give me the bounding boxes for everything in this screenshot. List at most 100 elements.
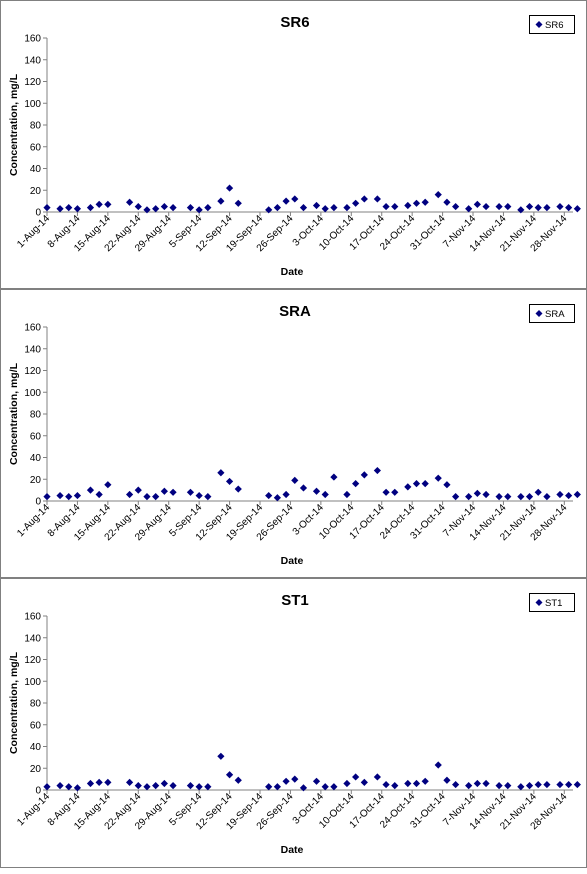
data-point — [565, 204, 573, 212]
data-point — [265, 491, 273, 500]
data-point — [443, 776, 451, 784]
y-tick-label: 60 — [30, 720, 42, 731]
data-point — [434, 191, 442, 199]
data-point — [291, 775, 299, 783]
data-point — [473, 779, 481, 788]
data-point — [382, 488, 390, 496]
data-point — [291, 476, 299, 484]
y-axis-label: Concentration, mg/L — [8, 651, 20, 754]
data-point — [291, 195, 299, 203]
data-point — [495, 202, 503, 211]
y-tick-label: 40 — [30, 742, 42, 753]
data-point — [330, 473, 338, 481]
data-point — [556, 202, 564, 211]
y-tick-label: 160 — [24, 612, 41, 623]
data-point — [217, 469, 225, 477]
data-point — [373, 466, 381, 475]
data-point — [517, 783, 525, 791]
data-point — [125, 198, 134, 206]
data-point — [573, 490, 581, 499]
chart-panel-sr6: SR6 0 20 40 60 80 100 120 140 160 Concentration, m… — [0, 0, 587, 289]
data-point — [73, 491, 82, 500]
data-point — [473, 200, 481, 208]
data-point — [225, 477, 234, 486]
data-point — [343, 490, 351, 499]
data-point — [525, 493, 534, 501]
y-tick-label: 40 — [30, 453, 42, 464]
data-point — [152, 493, 160, 501]
data-point — [86, 204, 95, 212]
y-tick-label: 60 — [30, 431, 42, 442]
data-point — [312, 487, 321, 495]
data-point — [234, 485, 242, 493]
data-point — [225, 184, 234, 192]
data-point — [565, 780, 573, 789]
data-point — [473, 489, 481, 497]
data-point — [556, 490, 564, 499]
legend-box — [529, 304, 575, 323]
data-point — [95, 200, 103, 208]
data-point — [525, 202, 534, 211]
y-tick-label: 120 — [24, 77, 41, 88]
x-axis-label: Date — [281, 844, 304, 856]
data-point — [543, 204, 551, 212]
data-point — [452, 780, 460, 789]
y-tick-label: 160 — [24, 34, 41, 45]
data-point — [534, 204, 542, 212]
data-point — [504, 782, 512, 790]
data-point — [360, 195, 368, 203]
legend-marker — [535, 310, 543, 317]
data-point — [86, 486, 95, 494]
data-point — [134, 202, 142, 211]
data-point — [104, 481, 112, 489]
data-point — [104, 778, 112, 786]
y-tick-label: 140 — [24, 55, 41, 66]
data-point — [195, 783, 203, 791]
data-point — [282, 197, 290, 205]
data-point — [421, 198, 429, 206]
data-point — [217, 752, 225, 760]
y-tick-label: 80 — [30, 410, 42, 421]
data-point — [404, 483, 412, 491]
data-point — [273, 204, 281, 212]
data-point — [160, 202, 168, 211]
data-point — [391, 782, 399, 790]
data-point — [134, 486, 142, 494]
legend-marker — [535, 21, 543, 28]
data-point — [321, 783, 329, 791]
y-tick-label: 60 — [30, 142, 42, 153]
y-tick-label: 100 — [24, 99, 41, 110]
data-point — [143, 206, 151, 214]
data-point — [565, 491, 573, 500]
data-point — [352, 480, 360, 488]
data-point — [452, 202, 460, 211]
legend-marker — [535, 599, 543, 606]
data-point — [265, 783, 273, 791]
data-point — [56, 205, 64, 213]
data-point — [169, 782, 177, 790]
data-point — [517, 206, 525, 214]
data-point — [421, 777, 429, 785]
data-point — [543, 780, 551, 789]
data-point — [186, 488, 195, 496]
y-tick-label: 100 — [24, 677, 41, 688]
y-axis-label: Concentration, mg/L — [8, 73, 20, 176]
data-point — [412, 779, 421, 788]
data-point — [465, 493, 473, 501]
data-point — [352, 199, 360, 207]
data-point — [312, 201, 321, 210]
data-point — [95, 778, 103, 786]
legend-box — [529, 15, 575, 34]
y-tick-label: 80 — [30, 121, 42, 132]
data-point — [160, 779, 168, 788]
data-point — [321, 205, 329, 213]
legend-box — [529, 593, 575, 612]
data-point — [65, 783, 73, 791]
data-point — [404, 779, 412, 788]
data-point — [265, 206, 273, 214]
data-point — [330, 783, 338, 791]
data-point — [225, 771, 234, 779]
data-point — [382, 202, 390, 211]
data-point — [573, 205, 581, 213]
